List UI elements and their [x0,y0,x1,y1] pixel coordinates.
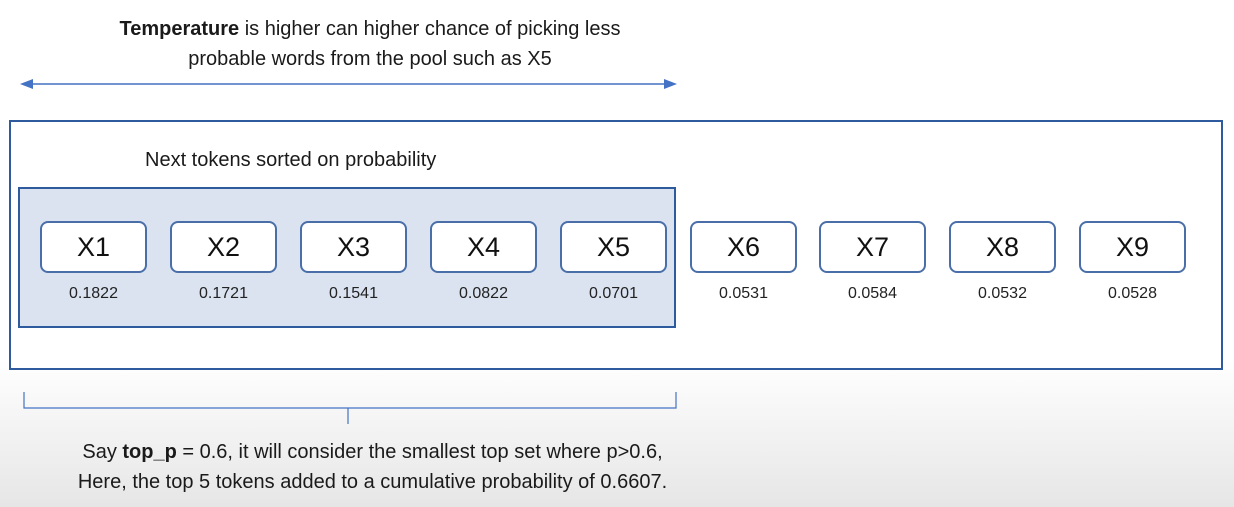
top-p-caption-prefix: Say [82,441,123,463]
token-box-x4: X4 [430,221,537,273]
token-probability-x6: 0.0531 [719,285,768,302]
token-probability-x2: 0.1721 [199,285,248,302]
token-probability-x4: 0.0822 [459,285,508,302]
temperature-caption: Temperature is higher can higher chance … [60,14,680,74]
temperature-caption-line-2: probable words from the pool such as X5 [188,48,552,70]
temperature-keyword: Temperature [119,18,240,40]
temperature-caption-line-1-text: is higher can higher chance of picking l… [239,18,621,40]
token-box-x1: X1 [40,221,147,273]
token-box-x7: X7 [819,221,926,273]
token-probability-x5: 0.0701 [589,285,638,302]
top-p-keyword: top_p [122,441,177,463]
top-p-caption: Say top_p = 0.6, it will consider the sm… [0,437,745,497]
top-p-caption-line-2: Here, the top 5 tokens added to a cumula… [77,471,668,493]
token-box-x3: X3 [300,221,407,273]
top-p-caption-line-1-text: = 0.6, it will consider the smallest top… [176,441,663,463]
temperature-caption-line-1: Temperature is higher can higher chance … [60,14,680,44]
double-headed-arrow [20,79,677,89]
selection-brace [23,392,677,424]
token-probability-x1: 0.1822 [69,285,118,302]
top-p-caption-line-1: Say top_p = 0.6, it will consider the sm… [0,437,745,467]
token-probability-x8: 0.0532 [978,285,1027,302]
token-probability-x9: 0.0528 [1108,285,1157,302]
section-title: Next tokens sorted on probability [145,149,437,171]
token-probability-x7: 0.0584 [848,285,897,302]
token-box-x6: X6 [690,221,797,273]
token-box-x9: X9 [1079,221,1186,273]
token-box-x8: X8 [949,221,1056,273]
token-box-x5: X5 [560,221,667,273]
token-probability-x3: 0.1541 [329,285,378,302]
token-box-x2: X2 [170,221,277,273]
